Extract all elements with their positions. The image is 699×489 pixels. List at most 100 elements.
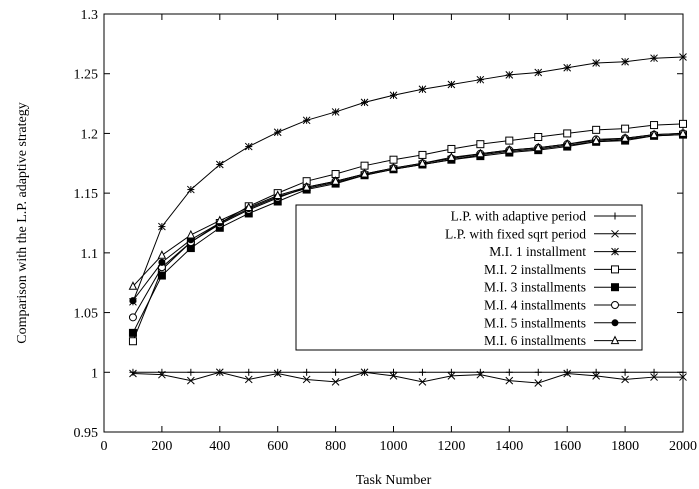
legend-label: M.I. 4 installments bbox=[484, 298, 586, 313]
filled-circle-marker bbox=[129, 297, 137, 305]
open-square-marker bbox=[563, 129, 572, 138]
open-triangle-marker bbox=[678, 128, 688, 137]
x-tick-label: 1000 bbox=[380, 439, 408, 454]
plus-marker bbox=[505, 368, 513, 376]
plus-marker bbox=[563, 368, 571, 376]
legend-label: M.I. 6 installments bbox=[484, 333, 586, 348]
filled-square-marker bbox=[157, 271, 166, 280]
open-square-marker bbox=[679, 119, 687, 128]
y-axis-label: Comparison with the L.P. adaptive strate… bbox=[15, 102, 30, 343]
open-triangle-marker bbox=[186, 229, 196, 239]
open-square-marker bbox=[447, 144, 456, 153]
open-triangle-marker bbox=[620, 133, 630, 142]
open-square-marker bbox=[650, 121, 659, 130]
star-marker bbox=[418, 85, 427, 94]
open-triangle-marker bbox=[418, 158, 427, 167]
open-triangle-marker bbox=[128, 281, 138, 290]
series-3 bbox=[129, 53, 687, 306]
open-square-marker bbox=[534, 133, 543, 142]
plus-marker bbox=[303, 368, 311, 376]
legend-label: M.I. 3 installments bbox=[484, 280, 586, 295]
legend-item: L.P. with adaptive period bbox=[451, 209, 636, 224]
cross-marker bbox=[592, 372, 601, 380]
open-triangle-marker bbox=[533, 142, 543, 152]
x-tick-label: 600 bbox=[267, 439, 288, 454]
legend-item: L.P. with fixed sqrt period bbox=[445, 226, 636, 241]
x-tick-label: 1200 bbox=[437, 439, 465, 454]
open-triangle-marker bbox=[389, 162, 398, 172]
legend-box bbox=[295, 204, 643, 351]
open-square-marker bbox=[505, 136, 514, 145]
open-triangle-marker bbox=[302, 182, 311, 191]
legend-item: M.I. 6 installments bbox=[484, 333, 636, 348]
filled-square-marker bbox=[128, 328, 137, 337]
plus-marker bbox=[447, 368, 455, 376]
series-line bbox=[132, 134, 684, 301]
x-tick-label: 1600 bbox=[553, 439, 581, 454]
plus-marker bbox=[187, 368, 195, 376]
open-triangle-marker bbox=[331, 176, 340, 185]
star-marker bbox=[534, 68, 543, 77]
star-marker bbox=[302, 116, 311, 125]
legend-label: L.P. with adaptive period bbox=[451, 209, 587, 224]
legend-item: M.I. 5 installments bbox=[484, 315, 636, 330]
open-circle-marker bbox=[611, 301, 619, 309]
cross-marker bbox=[679, 373, 687, 381]
chart-series bbox=[128, 53, 688, 387]
y-tick-label: 1.3 bbox=[81, 8, 99, 23]
series-8 bbox=[128, 128, 688, 290]
plus-marker bbox=[129, 368, 137, 376]
x-tick-label: 2000 bbox=[669, 439, 697, 454]
cross-marker bbox=[331, 377, 340, 386]
filled-square-marker bbox=[611, 283, 619, 292]
legend-label: M.I. 1 installment bbox=[489, 244, 586, 259]
star-marker bbox=[244, 142, 253, 151]
x-tick-label: 0 bbox=[101, 439, 108, 454]
cross-marker bbox=[273, 369, 282, 378]
cross-marker bbox=[476, 370, 485, 379]
cross-marker bbox=[650, 373, 658, 381]
cross-marker bbox=[505, 376, 514, 385]
plus-marker bbox=[245, 368, 253, 376]
cross-marker bbox=[244, 375, 253, 384]
series-2 bbox=[129, 368, 687, 387]
cross-marker bbox=[129, 369, 137, 378]
open-triangle-marker bbox=[273, 190, 283, 200]
plus-marker bbox=[418, 368, 426, 376]
legend-item: M.I. 2 installments bbox=[484, 262, 636, 277]
filled-circle-marker bbox=[611, 319, 619, 327]
open-square-marker bbox=[128, 337, 137, 346]
star-marker bbox=[650, 54, 658, 63]
legend-item: M.I. 3 installments bbox=[484, 280, 636, 295]
open-square-marker bbox=[476, 140, 485, 149]
open-triangle-marker bbox=[649, 129, 659, 139]
plus-marker bbox=[534, 368, 542, 376]
y-tick-label: 1.05 bbox=[74, 307, 99, 322]
open-square-marker bbox=[621, 124, 630, 133]
cross-marker bbox=[418, 377, 427, 386]
cross-marker bbox=[158, 370, 166, 379]
open-triangle-marker bbox=[157, 250, 167, 259]
plus-marker bbox=[611, 212, 619, 220]
open-triangle-marker bbox=[215, 215, 225, 225]
y-tick-label: 1 bbox=[91, 366, 98, 381]
plus-marker bbox=[274, 368, 282, 376]
open-square-marker bbox=[389, 155, 398, 164]
open-triangle-marker bbox=[562, 139, 572, 148]
plus-marker bbox=[650, 368, 658, 376]
cross-marker bbox=[186, 376, 195, 385]
series-line bbox=[132, 371, 683, 384]
star-marker bbox=[679, 53, 687, 61]
legend-label: M.I. 2 installments bbox=[484, 262, 586, 277]
star-marker bbox=[447, 80, 456, 89]
cross-marker bbox=[563, 369, 572, 378]
open-circle-marker bbox=[128, 313, 137, 322]
star-marker bbox=[186, 185, 195, 194]
plus-marker bbox=[592, 368, 600, 376]
y-tick-label: 0.95 bbox=[74, 426, 99, 441]
star-marker bbox=[389, 91, 398, 100]
star-marker bbox=[505, 71, 514, 79]
star-marker bbox=[273, 128, 282, 137]
plus-marker bbox=[390, 368, 397, 376]
